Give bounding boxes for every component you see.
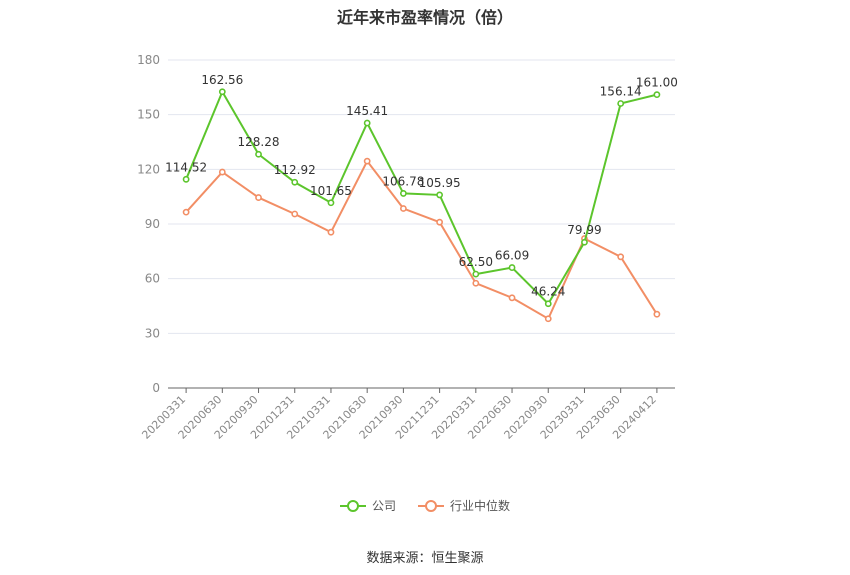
y-tick-label: 60 xyxy=(145,272,160,286)
data-point-industry-median xyxy=(617,253,625,261)
data-point-company xyxy=(291,178,299,186)
data-point-industry-median xyxy=(544,315,552,323)
data-point-company xyxy=(544,300,552,308)
data-point-industry-median xyxy=(363,157,371,165)
data-point-company xyxy=(399,190,407,197)
y-tick-label: 0 xyxy=(152,381,160,395)
y-tick-label: 30 xyxy=(145,326,160,340)
data-point-industry-median xyxy=(508,294,516,302)
data-label: 106.78 xyxy=(382,174,424,188)
legend-label-industry-median: 行业中位数 xyxy=(450,499,511,513)
legend-item-industry-median[interactable]: 行业中位数 xyxy=(418,497,510,514)
data-label: 161.00 xyxy=(636,76,678,90)
data-point-industry-median xyxy=(653,310,661,318)
data-point-company xyxy=(218,88,226,96)
data-label: 62.50 xyxy=(459,255,493,269)
series-line-company xyxy=(185,89,658,306)
legend-label-company: 公司 xyxy=(371,499,396,513)
data-point-company xyxy=(508,264,516,271)
data-point-industry-median xyxy=(472,279,480,287)
data-point-company xyxy=(581,238,588,246)
data-label: 66.09 xyxy=(495,249,529,263)
data-point-industry-median xyxy=(182,208,190,216)
data-point-company xyxy=(472,270,480,278)
y-tick-label: 90 xyxy=(145,217,160,231)
y-tick-label: 150 xyxy=(137,108,160,122)
legend: 公司 行业中位数 xyxy=(0,497,850,514)
data-label: 46.24 xyxy=(531,285,565,299)
data-point-company xyxy=(653,91,661,99)
data-label: 128.28 xyxy=(238,135,280,149)
data-label: 79.99 xyxy=(567,223,601,237)
data-label: 162.56 xyxy=(201,73,243,87)
legend-swatch-industry-median xyxy=(418,499,444,513)
data-point-company xyxy=(436,191,444,199)
chart-title: 近年来市盈率情况（倍） xyxy=(336,8,513,27)
data-point-industry-median xyxy=(327,228,335,236)
data-point-company xyxy=(182,175,190,183)
data-label: 112.92 xyxy=(274,163,316,177)
data-point-company xyxy=(255,150,262,158)
data-point-industry-median xyxy=(399,205,407,212)
data-source: 数据来源：恒生聚源 xyxy=(366,551,484,566)
data-label: 105.95 xyxy=(419,176,461,190)
data-label: 114.52 xyxy=(165,160,207,174)
data-point-industry-median xyxy=(255,194,262,201)
data-point-company xyxy=(617,100,625,107)
data-point-industry-median xyxy=(218,168,226,176)
data-label: 156.14 xyxy=(600,84,642,98)
y-tick-label: 120 xyxy=(137,162,160,176)
legend-item-company[interactable]: 公司 xyxy=(339,497,396,514)
data-label: 145.41 xyxy=(346,104,388,118)
data-label: 101.65 xyxy=(310,184,352,198)
data-point-industry-median xyxy=(436,218,444,226)
y-tick-label: 180 xyxy=(137,53,160,67)
legend-swatch-company xyxy=(339,499,366,513)
data-point-industry-median xyxy=(291,210,299,218)
data-point-company xyxy=(327,199,335,207)
data-point-company xyxy=(363,119,371,127)
